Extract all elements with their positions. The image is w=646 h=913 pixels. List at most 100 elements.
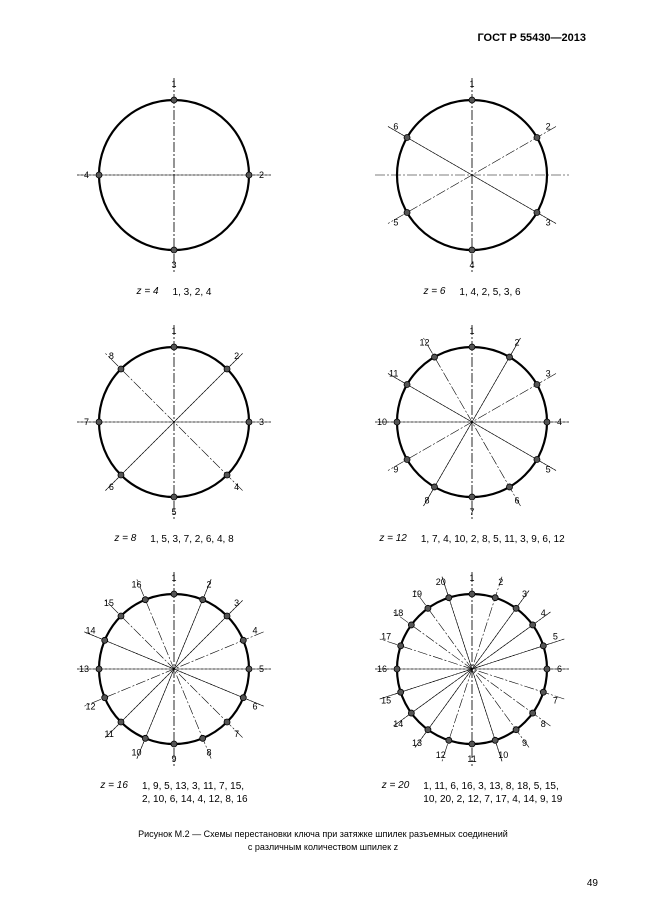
stud-label: 12 <box>85 702 95 712</box>
diagram-cell: 1 2 3 4 z = 4 1, 3, 2, 4 <box>40 70 308 299</box>
stud-label: 3 <box>259 417 264 427</box>
stud-label: 4 <box>234 482 239 492</box>
stud-label: 4 <box>84 170 89 180</box>
stud-label: 1 <box>469 326 474 336</box>
sequence-label: 1, 5, 3, 7, 2, 6, 4, 8 <box>150 533 233 546</box>
stud-label: 15 <box>381 695 391 705</box>
diagram-caption: z = 6 1, 4, 2, 5, 3, 6 <box>423 286 520 299</box>
stud-label: 1 <box>171 326 176 336</box>
z-label: z = 20 <box>382 780 410 791</box>
stud-label: 5 <box>393 218 398 228</box>
diagram-cell: 12345678910111213141516z = 161, 9, 5, 13… <box>40 564 308 806</box>
stud-label: 11 <box>105 729 114 739</box>
z-label: z = 8 <box>114 533 136 544</box>
stud-label: 13 <box>79 664 89 674</box>
stud-label: 11 <box>389 369 398 379</box>
stud-label: 6 <box>515 496 520 506</box>
stud-label: 4 <box>253 625 258 635</box>
stud-label: 4 <box>469 260 474 270</box>
stud-label: 10 <box>498 750 508 760</box>
stud-label: 9 <box>393 465 398 475</box>
sequence-label: 1, 3, 2, 4 <box>173 286 212 299</box>
stud-label: 1 <box>171 573 176 583</box>
diagram-caption: z = 16 1, 9, 5, 13, 3, 11, 7, 15, 2, 10, … <box>100 780 247 806</box>
stud-label: 5 <box>546 465 551 475</box>
diagram-cell: 1234567891011121314151617181920z = 201, … <box>338 564 606 806</box>
sequence-label: 1, 11, 6, 16, 3, 13, 8, 18, 5, 15, 10, 2… <box>423 780 562 806</box>
stud-label: 7 <box>469 507 474 517</box>
diagram-caption: z = 4 1, 3, 2, 4 <box>137 286 212 299</box>
stud-label: 16 <box>377 664 387 674</box>
figure-caption-line1: Рисунок М.2 — Схемы перестановки ключа п… <box>138 829 508 839</box>
stud-label: 5 <box>171 507 176 517</box>
stud-label: 2 <box>546 122 551 132</box>
page-number: 49 <box>587 878 598 889</box>
stud-label: 12 <box>419 337 429 347</box>
stud-label: 12 <box>436 750 446 760</box>
stud-label: 9 <box>522 738 527 748</box>
stud-label: 8 <box>207 748 212 758</box>
document-header: ГОСТ Р 55430—2013 <box>477 32 586 44</box>
stud-label: 8 <box>541 719 546 729</box>
stud-label: 1 <box>469 79 474 89</box>
page: ГОСТ Р 55430—2013 1234z = 41, 3, 2, 4123… <box>0 0 646 913</box>
stud-label: 13 <box>412 738 422 748</box>
stud-label: 9 <box>171 754 176 764</box>
stud-label: 14 <box>393 719 403 729</box>
stud-label: 10 <box>377 417 387 427</box>
stud-label: 4 <box>541 608 546 618</box>
stud-label: 3 <box>546 369 551 379</box>
stud-label: 16 <box>131 579 141 589</box>
stud-label: 1 <box>171 79 176 89</box>
bolt-circle-diagram: 12345678910111213141516 <box>69 564 279 774</box>
stud-label: 6 <box>253 702 258 712</box>
stud-label: 2 <box>259 170 264 180</box>
diagram-caption: z = 20 1, 11, 6, 16, 3, 13, 8, 18, 5, 15,… <box>382 780 563 806</box>
stud-label: 11 <box>467 754 476 764</box>
sequence-label: 1, 9, 5, 13, 3, 11, 7, 15, 2, 10, 6, 14,… <box>142 780 248 806</box>
z-label: z = 16 <box>100 780 128 791</box>
stud-label: 3 <box>546 218 551 228</box>
stud-label: 7 <box>553 695 558 705</box>
bolt-circle-diagram: 1 2 3 4 <box>69 70 279 280</box>
z-label: z = 6 <box>423 286 445 297</box>
stud-label: 18 <box>393 608 403 618</box>
stud-label: 6 <box>393 122 398 132</box>
stud-label: 3 <box>171 260 176 270</box>
stud-label: 14 <box>85 625 95 635</box>
stud-label: 7 <box>234 729 239 739</box>
figure-caption-line2: с различным количеством шпилек z <box>248 842 398 852</box>
stud-label: 3 <box>234 598 239 608</box>
stud-label: 4 <box>557 417 562 427</box>
stud-label: 20 <box>436 577 446 587</box>
stud-label: 2 <box>498 577 503 587</box>
figure-caption: Рисунок М.2 — Схемы перестановки ключа п… <box>40 828 606 853</box>
stud-label: 19 <box>412 589 422 599</box>
bolt-circle-diagram: 1234567891011121314151617181920 <box>367 564 577 774</box>
stud-label: 10 <box>131 748 141 758</box>
stud-label: 6 <box>109 482 114 492</box>
sequence-label: 1, 4, 2, 5, 3, 6 <box>459 286 520 299</box>
stud-label: 2 <box>207 579 212 589</box>
z-label: z = 12 <box>379 533 407 544</box>
diagram-cell: 1 2 3 4 5 6 z = 6 1, 4, 2, 5, 3, 6 <box>338 70 606 299</box>
diagram-caption: z = 12 1, 7, 4, 10, 2, 8, 5, 11, 3, 9, 6,… <box>379 533 564 546</box>
stud-label: 6 <box>557 664 562 674</box>
diagram-caption: z = 8 1, 5, 3, 7, 2, 6, 4, 8 <box>114 533 233 546</box>
diagram-cell: 1 2 3 4 5 6 7 8 z = 8 1, 5, 3, 7, 2, 6, 4, 8 <box>40 317 308 546</box>
diagram-cell: 123456789101112z = 121, 7, 4, 10, 2, 8, … <box>338 317 606 546</box>
stud-label: 1 <box>469 573 474 583</box>
stud-label: 2 <box>234 351 239 361</box>
stud-label: 8 <box>424 496 429 506</box>
stud-label: 17 <box>381 632 391 642</box>
bolt-circle-diagram: 123456789101112 <box>367 317 577 527</box>
bolt-circle-diagram: 1 2 3 4 5 6 7 8 <box>69 317 279 527</box>
stud-label: 15 <box>104 598 114 608</box>
stud-label: 5 <box>259 664 264 674</box>
stud-label: 2 <box>515 337 520 347</box>
stud-label: 8 <box>109 351 114 361</box>
stud-label: 7 <box>84 417 89 427</box>
sequence-label: 1, 7, 4, 10, 2, 8, 5, 11, 3, 9, 6, 12 <box>421 533 565 546</box>
bolt-circle-diagram: 1 2 3 4 5 6 <box>367 70 577 280</box>
z-label: z = 4 <box>137 286 159 297</box>
